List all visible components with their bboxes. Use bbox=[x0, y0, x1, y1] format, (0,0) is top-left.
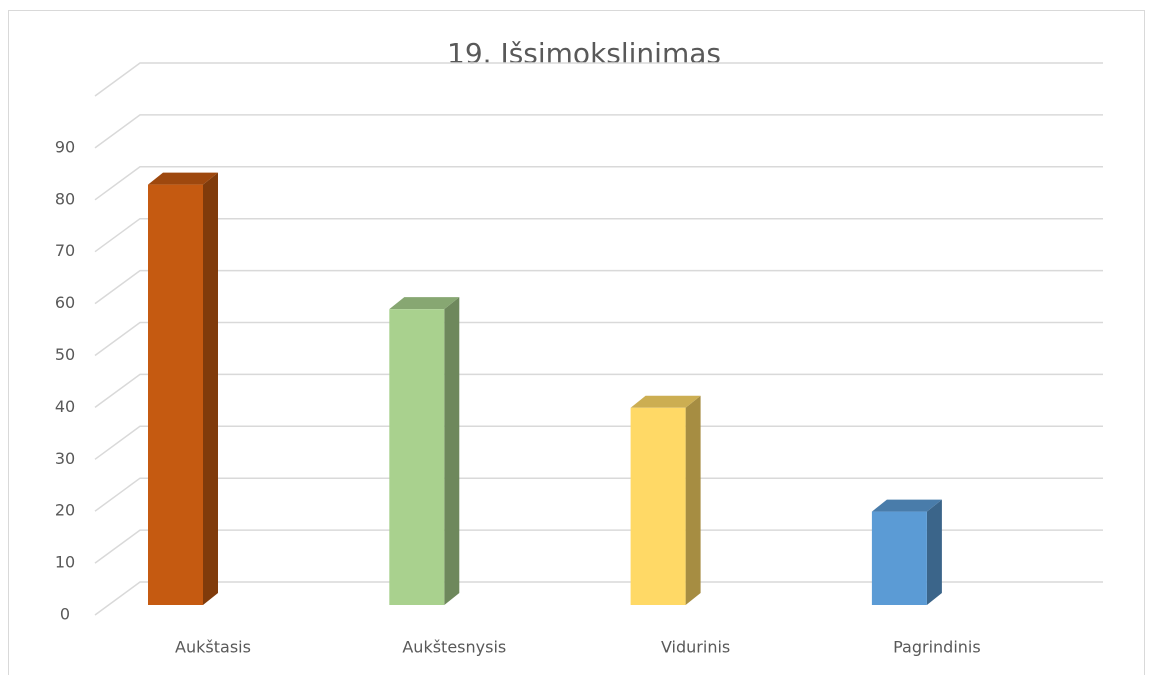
bar-front bbox=[871, 511, 927, 605]
bar-top bbox=[871, 499, 942, 512]
bar-front bbox=[389, 309, 445, 605]
y-tick-label: 10 bbox=[55, 553, 75, 572]
grid-line bbox=[94, 425, 1103, 460]
grid-line bbox=[94, 581, 1103, 616]
bar-front bbox=[630, 407, 686, 605]
grid-line bbox=[94, 166, 1103, 201]
grid-line bbox=[94, 217, 1103, 253]
grid-line bbox=[94, 477, 1103, 512]
grid-line bbox=[94, 373, 1103, 409]
bar-side bbox=[685, 395, 701, 605]
grid-line bbox=[94, 529, 1103, 564]
x-tick-label: Aukštesnysis bbox=[402, 638, 506, 657]
y-tick-label: 0 bbox=[60, 605, 70, 624]
x-tick-label: Vidurinis bbox=[661, 638, 730, 657]
bar-top bbox=[630, 395, 701, 408]
y-tick-label: 30 bbox=[55, 449, 75, 468]
bar bbox=[871, 499, 942, 605]
bar-side bbox=[926, 499, 942, 605]
y-tick-label: 20 bbox=[55, 501, 75, 520]
bar-top bbox=[148, 172, 218, 185]
y-tick-label: 50 bbox=[55, 345, 75, 364]
y-tick-label: 80 bbox=[55, 189, 75, 208]
bar-side bbox=[203, 172, 218, 606]
x-tick-label: Aukštasis bbox=[175, 638, 251, 657]
bar-front bbox=[148, 184, 203, 606]
y-tick-label: 40 bbox=[55, 397, 75, 416]
bar bbox=[148, 172, 218, 606]
bar bbox=[630, 395, 701, 605]
y-tick-label: 60 bbox=[55, 293, 75, 312]
grid-line bbox=[94, 321, 1103, 357]
bar-top bbox=[389, 297, 460, 310]
x-tick-label: Pagrindinis bbox=[893, 638, 981, 657]
bar-side bbox=[444, 297, 460, 605]
y-tick-label: 70 bbox=[55, 241, 75, 260]
chart-title: 19. Išsimokslinimas bbox=[447, 37, 721, 70]
bar bbox=[389, 297, 460, 605]
grid-line bbox=[94, 114, 1103, 149]
grid-line bbox=[94, 62, 1103, 97]
grid-line bbox=[94, 269, 1103, 305]
y-tick-label: 90 bbox=[55, 137, 75, 156]
